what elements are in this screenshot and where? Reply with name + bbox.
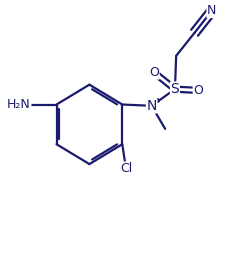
Text: O: O <box>193 84 203 97</box>
Text: H₂N: H₂N <box>7 98 31 111</box>
Text: Cl: Cl <box>120 162 132 175</box>
Text: N: N <box>146 99 157 113</box>
Text: N: N <box>207 4 216 18</box>
Text: S: S <box>170 82 179 96</box>
Text: O: O <box>149 66 159 79</box>
